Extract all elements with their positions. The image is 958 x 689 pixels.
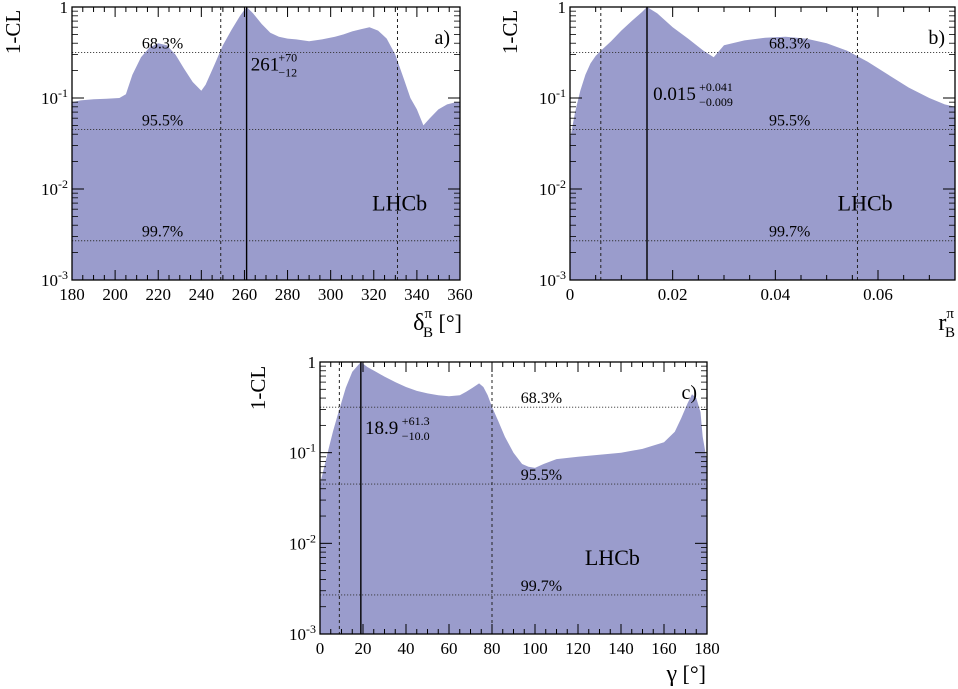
- x-tick-label: 140: [608, 639, 634, 658]
- x-tick-label: 180: [694, 639, 720, 658]
- panel-label: b): [928, 27, 945, 49]
- y-tick-label: 10-3: [539, 268, 566, 290]
- cl-label: 68.3%: [142, 35, 183, 52]
- cl-label: 95.5%: [521, 467, 562, 484]
- chart-panel-2: 68.3% 95.5% 99.7% 0 0.02 0.04 0.06 10-3 10-2 10-1…: [498, 0, 956, 341]
- y-axis-label: 1-CL: [1, 10, 25, 54]
- panel-label: a): [434, 27, 450, 49]
- result-plus-error: +61.3: [402, 414, 430, 428]
- cl-label: 95.5%: [142, 113, 183, 130]
- y-axis-label: 1-CL: [498, 10, 522, 54]
- chart-panel-3: 68.3% 95.5% 99.7% 0 20 40 60 80 100 120 140 160 180 1…: [246, 353, 720, 687]
- x-tick-label: 320: [361, 285, 387, 304]
- cl-label: 99.7%: [521, 578, 562, 595]
- x-tick-label: 0: [316, 639, 325, 658]
- cl-area: [72, 7, 460, 280]
- x-axis-label: δπ B [°]: [413, 306, 462, 341]
- lhcb-label: LHCb: [838, 191, 893, 216]
- y-tick-label: 10-1: [539, 86, 566, 108]
- x-tick-label: 180: [59, 285, 85, 304]
- lhcb-label: LHCb: [372, 191, 427, 216]
- result-label: 0.015: [653, 84, 696, 105]
- chart-panel-1: 68.3% 95.5% 99.7% 180 200 220 240 260 280 300 320 3…: [1, 0, 473, 341]
- plot-frame: [569, 6, 956, 281]
- cl-label: 99.7%: [142, 224, 183, 241]
- x-tick-label: 200: [102, 285, 128, 304]
- y-tick-label: 10-2: [539, 177, 566, 199]
- x-tick-label: 0: [566, 285, 575, 304]
- y-tick-label: 10-2: [41, 177, 68, 199]
- x-tick-label: 240: [189, 285, 215, 304]
- x-tick-label: 340: [404, 285, 430, 304]
- cl-label: 68.3%: [769, 35, 810, 52]
- x-tick-label: 40: [398, 639, 415, 658]
- x-tick-label: 300: [318, 285, 344, 304]
- cl-label: 99.7%: [769, 224, 810, 241]
- x-tick-label: 120: [565, 639, 591, 658]
- x-tick-label: 0.02: [658, 285, 688, 304]
- y-tick-label: 10-1: [41, 86, 68, 108]
- result-label: 18.9: [365, 418, 398, 439]
- cl-area: [320, 362, 707, 634]
- result-minus-error: −12: [278, 66, 297, 80]
- y-tick-label: 10-2: [289, 531, 316, 553]
- x-tick-label: 360: [447, 285, 473, 304]
- result-minus-error: −10.0: [402, 429, 430, 443]
- y-tick-label: 1: [308, 353, 317, 372]
- x-axis-label: γ [°]: [665, 661, 706, 687]
- cl-label: 95.5%: [769, 113, 810, 130]
- x-tick-label: 100: [522, 639, 548, 658]
- x-tick-label: 220: [145, 285, 171, 304]
- result-plus-error: +70: [278, 51, 297, 65]
- result-plus-error: +0.041: [699, 80, 733, 94]
- panel-label: c): [681, 382, 697, 404]
- x-tick-label: 80: [484, 639, 501, 658]
- x-tick-label: 0.04: [760, 285, 790, 304]
- cl-label: 68.3%: [521, 390, 562, 407]
- y-tick-label: 10-1: [289, 441, 316, 463]
- x-tick-label: 260: [232, 285, 258, 304]
- x-tick-label: 20: [355, 639, 372, 658]
- y-tick-label: 1: [60, 0, 69, 17]
- result-minus-error: −0.009: [699, 95, 733, 109]
- x-tick-label: 60: [441, 639, 458, 658]
- x-tick-label: 0.06: [863, 285, 893, 304]
- lhcb-label: LHCb: [585, 545, 640, 570]
- y-tick-label: 1: [558, 0, 567, 17]
- x-tick-label: 160: [651, 639, 677, 658]
- cl-area: [570, 7, 955, 280]
- x-tick-label: 280: [275, 285, 301, 304]
- y-axis-label: 1-CL: [246, 366, 270, 410]
- result-label: 261: [251, 55, 280, 76]
- x-axis-label: rπ B: [938, 306, 955, 341]
- y-tick-label: 10-3: [289, 622, 316, 644]
